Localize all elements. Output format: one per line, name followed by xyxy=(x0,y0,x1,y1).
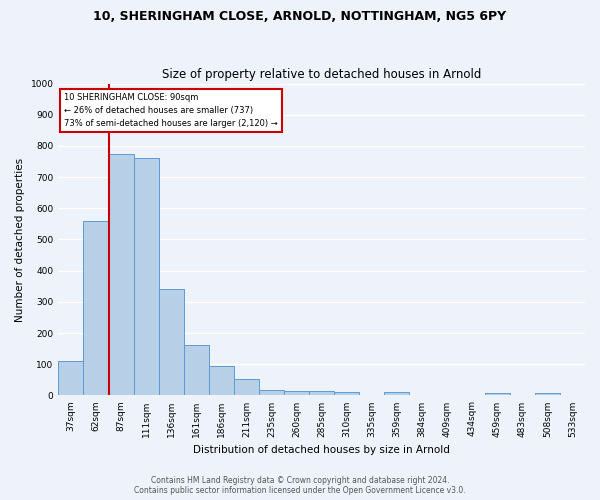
X-axis label: Distribution of detached houses by size in Arnold: Distribution of detached houses by size … xyxy=(193,445,450,455)
Bar xyxy=(209,366,234,396)
Bar xyxy=(334,392,359,396)
Bar xyxy=(134,158,159,396)
Bar xyxy=(309,392,334,396)
Bar xyxy=(109,154,134,396)
Bar xyxy=(58,361,83,396)
Bar xyxy=(259,390,284,396)
Bar xyxy=(234,379,259,396)
Bar xyxy=(159,289,184,396)
Text: 10, SHERINGHAM CLOSE, ARNOLD, NOTTINGHAM, NG5 6PY: 10, SHERINGHAM CLOSE, ARNOLD, NOTTINGHAM… xyxy=(94,10,506,23)
Text: 10 SHERINGHAM CLOSE: 90sqm
← 26% of detached houses are smaller (737)
73% of sem: 10 SHERINGHAM CLOSE: 90sqm ← 26% of deta… xyxy=(64,93,277,128)
Bar xyxy=(184,344,209,396)
Bar xyxy=(284,392,309,396)
Bar xyxy=(385,392,409,396)
Bar xyxy=(83,222,109,396)
Y-axis label: Number of detached properties: Number of detached properties xyxy=(15,158,25,322)
Bar xyxy=(485,393,510,396)
Text: Contains HM Land Registry data © Crown copyright and database right 2024.
Contai: Contains HM Land Registry data © Crown c… xyxy=(134,476,466,495)
Title: Size of property relative to detached houses in Arnold: Size of property relative to detached ho… xyxy=(162,68,481,81)
Bar xyxy=(535,393,560,396)
